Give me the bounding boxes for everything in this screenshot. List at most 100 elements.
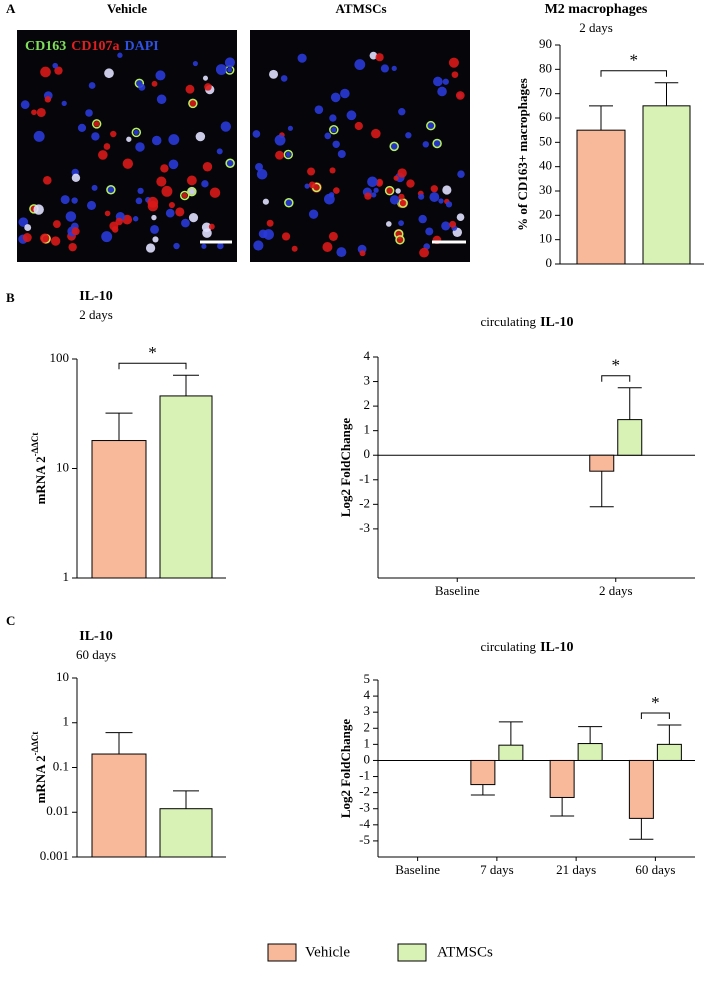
y-label-text: Log2 FoldChange — [338, 719, 353, 819]
cell — [201, 243, 207, 249]
cell — [110, 130, 117, 138]
cell — [88, 82, 96, 89]
cell — [40, 233, 50, 243]
cell — [152, 236, 159, 243]
cell — [208, 223, 215, 230]
cell — [375, 53, 384, 62]
cell — [425, 227, 434, 236]
cell — [389, 141, 399, 152]
title-bold: IL-10 — [540, 640, 573, 655]
cell — [179, 190, 190, 201]
cell — [430, 185, 438, 193]
bar — [589, 454, 615, 472]
y-tick-label: 70 — [539, 85, 552, 100]
cell — [395, 188, 401, 194]
cell — [43, 176, 52, 185]
cell — [91, 119, 102, 129]
title-bold: IL-10 — [540, 315, 573, 330]
cell — [18, 217, 29, 227]
y-tick-label: -4 — [359, 816, 370, 831]
cell — [185, 84, 195, 94]
cell — [442, 185, 452, 195]
cell — [188, 188, 196, 196]
chart-title: IL-10 — [79, 629, 112, 644]
cell — [160, 164, 169, 173]
cell — [449, 220, 457, 228]
cell — [226, 159, 235, 168]
cell — [175, 207, 185, 217]
cell — [91, 132, 100, 141]
cell — [227, 67, 233, 73]
significance: * — [612, 356, 621, 375]
cell — [168, 202, 175, 209]
chart-title: circulating IL-10 — [480, 639, 573, 655]
cell — [331, 126, 337, 133]
stain: DAPI — [124, 39, 158, 54]
cell — [137, 187, 144, 195]
cells — [18, 51, 465, 258]
cell — [61, 100, 67, 107]
cell — [253, 240, 264, 251]
cell — [85, 109, 93, 117]
cell — [202, 75, 208, 81]
cell — [422, 141, 429, 148]
cell — [54, 66, 63, 75]
significance: * — [148, 343, 157, 362]
cell — [216, 148, 223, 155]
cell — [156, 176, 167, 187]
cell — [91, 184, 98, 191]
cell — [376, 178, 383, 186]
bar — [549, 759, 575, 798]
cell — [390, 142, 398, 150]
cell — [304, 183, 310, 189]
chart-title: circulating IL-10 — [480, 314, 573, 330]
cell — [442, 78, 449, 85]
cell — [328, 231, 338, 241]
cell — [168, 134, 180, 146]
y-tick-label: 3 — [364, 373, 371, 388]
cell — [138, 83, 146, 91]
cell — [437, 86, 447, 97]
cell — [151, 80, 158, 87]
cell — [451, 71, 459, 79]
y-axis-label: Log2 FoldChange — [338, 719, 353, 819]
cell — [389, 195, 400, 205]
cell — [101, 231, 113, 243]
cell — [204, 83, 212, 91]
cell — [50, 236, 61, 246]
cell — [201, 180, 209, 188]
cell — [280, 75, 288, 82]
y-label-text: mRNA 2 — [33, 755, 48, 803]
cell — [396, 235, 404, 244]
y-tick-label: 80 — [539, 60, 552, 75]
cell — [291, 245, 298, 252]
cell — [427, 122, 435, 129]
cell — [323, 193, 335, 205]
y-tick-label: 2 — [364, 397, 371, 412]
cell — [384, 185, 395, 196]
cell — [106, 185, 116, 195]
x-tick-label: 21 days — [556, 862, 596, 877]
cell — [209, 187, 221, 198]
y-tick-label: 40 — [539, 158, 552, 173]
cell — [364, 192, 372, 200]
cell — [346, 110, 357, 121]
cell — [419, 247, 429, 258]
cell — [275, 150, 284, 160]
x-tick-label: 60 days — [635, 862, 675, 877]
chart-title: IL-10 — [79, 289, 112, 304]
y-tick-label: 5 — [364, 671, 371, 686]
cell — [135, 197, 143, 205]
cell — [155, 70, 166, 81]
cell — [418, 214, 427, 224]
cell — [426, 120, 436, 131]
cell — [455, 91, 465, 100]
cell — [262, 198, 269, 205]
cell — [31, 109, 37, 116]
panel-label: C — [6, 613, 15, 628]
y-tick-label: -2 — [359, 495, 370, 510]
cell — [117, 52, 123, 58]
cell — [432, 139, 442, 148]
y-label-text: mRNA 2 — [33, 456, 48, 504]
y-tick-label: 0.01 — [46, 803, 69, 818]
